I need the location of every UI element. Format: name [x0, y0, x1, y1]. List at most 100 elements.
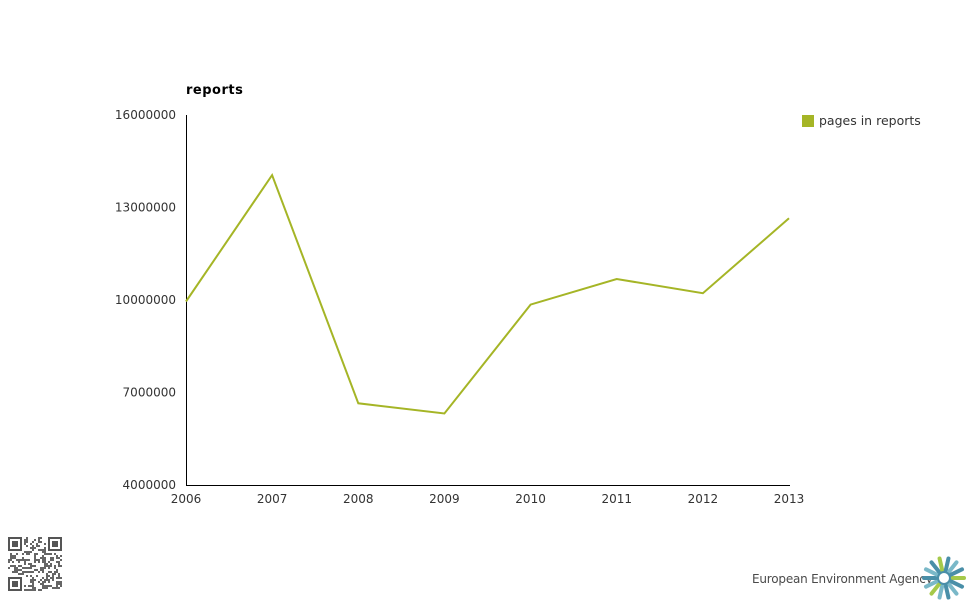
qr-module [18, 569, 20, 571]
qr-module [42, 567, 44, 569]
qr-module [26, 551, 28, 553]
qr-module [36, 545, 38, 547]
qr-module [54, 587, 56, 589]
x-tick-label: 2013 [774, 492, 805, 506]
qr-module [52, 557, 54, 559]
qr-module [32, 585, 34, 587]
eea-logo-ray [923, 567, 939, 577]
qr-module [56, 571, 58, 573]
qr-module [42, 557, 44, 559]
qr-module [40, 567, 42, 569]
qr-module [40, 569, 42, 571]
qr-module [44, 559, 46, 561]
qr-module [50, 571, 52, 573]
qr-module [30, 581, 32, 583]
qr-module [14, 569, 16, 571]
qr-module [8, 561, 10, 563]
qr-module [42, 577, 44, 579]
qr-module [60, 585, 62, 587]
qr-module [44, 561, 46, 563]
qr-module [48, 571, 50, 573]
qr-module [14, 555, 16, 557]
eea-logo-ray [937, 556, 945, 573]
qr-module [46, 585, 48, 587]
qr-module [54, 567, 56, 569]
qr-module [44, 551, 46, 553]
qr-module [44, 579, 46, 581]
qr-module [18, 565, 20, 567]
qr-module [36, 575, 38, 577]
qr-module [10, 553, 12, 555]
qr-module [50, 563, 52, 565]
qr-module [8, 567, 10, 569]
qr-module [46, 563, 48, 565]
qr-module [32, 579, 34, 581]
qr-module [26, 537, 28, 539]
qr-module [38, 571, 40, 573]
qr-module [58, 573, 60, 575]
qr-module [38, 539, 40, 541]
qr-module [56, 557, 58, 559]
qr-module [46, 573, 48, 575]
qr-module [44, 587, 46, 589]
qr-module [12, 555, 14, 557]
qr-module [60, 583, 62, 585]
qr-module [22, 557, 24, 559]
unit-label: reports [186, 83, 243, 98]
legend-label: pages in reports [819, 113, 921, 128]
qr-module [34, 555, 36, 557]
qr-module [24, 585, 26, 587]
qr-module [52, 575, 54, 577]
eea-logo-center [937, 571, 951, 585]
y-axis-ticks: 4000000 7000000 10000000 13000000 16000000 [115, 108, 176, 492]
qr-module [28, 585, 30, 587]
x-tick-label: 2006 [171, 492, 202, 506]
qr-module [46, 577, 48, 579]
eea-logo-ray [937, 583, 945, 600]
qr-module [38, 561, 40, 563]
x-tick-label: 2009 [429, 492, 460, 506]
qr-module [38, 581, 40, 583]
qr-module [38, 589, 40, 591]
qr-module [16, 571, 18, 573]
qr-module [24, 561, 26, 563]
x-axis-ticks: 2006 2007 2008 2009 2010 2011 2012 2013 [171, 492, 805, 506]
qr-module [24, 539, 26, 541]
qr-module [38, 541, 40, 543]
qr-module [20, 569, 22, 571]
qr-module [34, 559, 36, 561]
qr-module [44, 585, 46, 587]
qr-module [48, 553, 50, 555]
qr-module [38, 549, 40, 551]
qr-module [42, 587, 44, 589]
qr-module [30, 551, 32, 553]
qr-module [48, 581, 50, 583]
qr-module [28, 551, 30, 553]
qr-module [32, 541, 34, 543]
qr-module [32, 587, 34, 589]
qr-module [12, 561, 14, 563]
qr-module [44, 549, 46, 551]
qr-module [12, 565, 14, 567]
qr-module [58, 575, 60, 577]
qr-module [54, 553, 56, 555]
qr-module [38, 537, 40, 539]
qr-module [32, 565, 34, 567]
qr-module [42, 585, 44, 587]
qr-module [18, 573, 20, 575]
qr-module [58, 557, 60, 559]
qr-module [22, 553, 24, 555]
qr-module [12, 557, 14, 559]
qr-module [56, 569, 58, 571]
qr-module [58, 561, 60, 563]
qr-module [30, 589, 32, 591]
qr-module [44, 547, 46, 549]
qr-finder-core [12, 581, 18, 587]
x-tick-label: 2010 [515, 492, 546, 506]
qr-module [34, 547, 36, 549]
qr-module [58, 587, 60, 589]
qr-module [40, 549, 42, 551]
qr-module [20, 573, 22, 575]
qr-module [50, 559, 52, 561]
